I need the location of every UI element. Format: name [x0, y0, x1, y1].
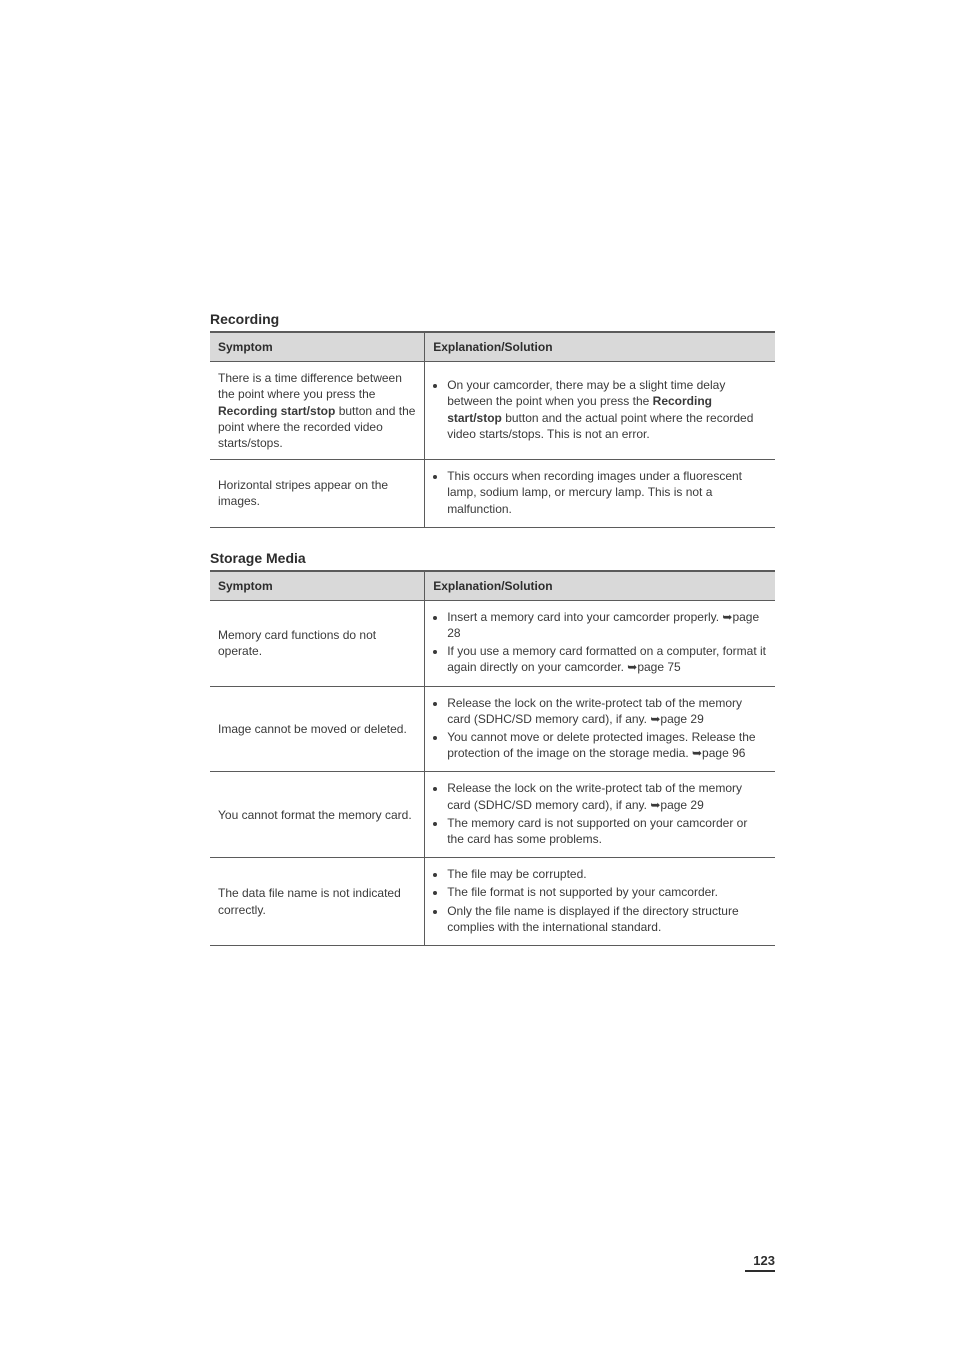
bullet-list: Insert a memory card into your camcorder…	[433, 609, 767, 676]
page-number: 123	[745, 1253, 775, 1272]
explanation-cell: On your camcorder, there may be a slight…	[425, 362, 775, 460]
bullet-item: You cannot move or delete protected imag…	[447, 729, 767, 761]
symptom-cell: Memory card functions do not operate.	[210, 600, 425, 686]
page-number-text: 123	[753, 1253, 775, 1268]
header-explanation: Explanation/Solution	[425, 332, 775, 362]
bullet-list: Release the lock on the write-protect ta…	[433, 780, 767, 847]
bullet-item: If you use a memory card formatted on a …	[447, 643, 767, 675]
bullet-item: Only the file name is displayed if the d…	[447, 903, 767, 935]
section-title-storage: Storage Media	[210, 550, 775, 566]
explanation-cell: This occurs when recording images under …	[425, 460, 775, 528]
table-row: Memory card functions do not operate. In…	[210, 600, 775, 686]
symptom-cell: Horizontal stripes appear on the images.	[210, 460, 425, 528]
symptom-cell: The data file name is not indicated corr…	[210, 858, 425, 946]
table-recording: Symptom Explanation/Solution There is a …	[210, 331, 775, 528]
section-title-recording: Recording	[210, 311, 775, 327]
table-header-row: Symptom Explanation/Solution	[210, 571, 775, 601]
bullet-item: On your camcorder, there may be a slight…	[447, 377, 767, 442]
table-row: The data file name is not indicated corr…	[210, 858, 775, 946]
bullet-list: Release the lock on the write-protect ta…	[433, 695, 767, 762]
explanation-cell: The file may be corrupted. The file form…	[425, 858, 775, 946]
table-storage: Symptom Explanation/Solution Memory card…	[210, 570, 775, 946]
page-number-underline	[745, 1270, 775, 1272]
table-header-row: Symptom Explanation/Solution	[210, 332, 775, 362]
table-row: Horizontal stripes appear on the images.…	[210, 460, 775, 528]
bullet-item: This occurs when recording images under …	[447, 468, 767, 517]
bullet-list: On your camcorder, there may be a slight…	[433, 377, 767, 442]
bullet-item: Insert a memory card into your camcorder…	[447, 609, 767, 641]
bullet-item: The file format is not supported by your…	[447, 884, 767, 900]
bullet-list: The file may be corrupted. The file form…	[433, 866, 767, 935]
header-explanation: Explanation/Solution	[425, 571, 775, 601]
symptom-cell: There is a time difference between the p…	[210, 362, 425, 460]
explanation-cell: Release the lock on the write-protect ta…	[425, 772, 775, 858]
explanation-cell: Release the lock on the write-protect ta…	[425, 686, 775, 772]
table-row: There is a time difference between the p…	[210, 362, 775, 460]
header-symptom: Symptom	[210, 571, 425, 601]
bullet-item: Release the lock on the write-protect ta…	[447, 780, 767, 812]
explanation-cell: Insert a memory card into your camcorder…	[425, 600, 775, 686]
symptom-cell: You cannot format the memory card.	[210, 772, 425, 858]
header-symptom: Symptom	[210, 332, 425, 362]
symptom-cell: Image cannot be moved or deleted.	[210, 686, 425, 772]
table-row: You cannot format the memory card. Relea…	[210, 772, 775, 858]
bullet-list: This occurs when recording images under …	[433, 468, 767, 517]
bullet-item: The file may be corrupted.	[447, 866, 767, 882]
page: Recording Symptom Explanation/Solution T…	[0, 0, 954, 1350]
bullet-item: Release the lock on the write-protect ta…	[447, 695, 767, 727]
bullet-item: The memory card is not supported on your…	[447, 815, 767, 847]
table-row: Image cannot be moved or deleted. Releas…	[210, 686, 775, 772]
